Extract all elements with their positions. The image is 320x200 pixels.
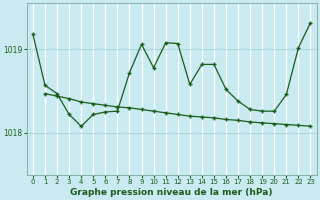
- X-axis label: Graphe pression niveau de la mer (hPa): Graphe pression niveau de la mer (hPa): [70, 188, 273, 197]
